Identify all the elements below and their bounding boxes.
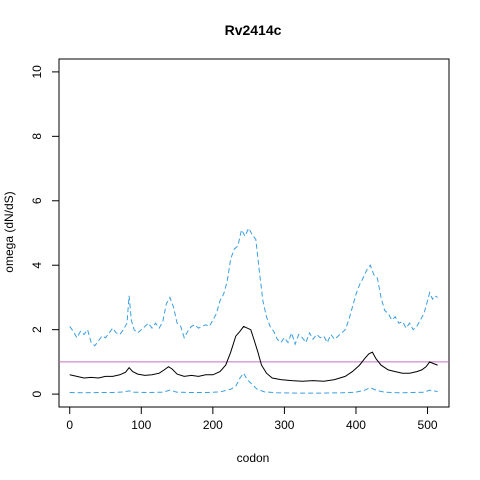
x-tick-label: 0 xyxy=(66,418,73,432)
x-tick-label: 500 xyxy=(418,418,438,432)
y-tick-label: 4 xyxy=(30,262,44,269)
series-line-lower xyxy=(69,372,438,394)
x-axis: 0 100 200 300 400 500 xyxy=(66,406,438,432)
y-axis-label: omega (dN/dS) xyxy=(2,191,16,272)
y-tick-label: 0 xyxy=(30,390,44,397)
y-tick-label: 6 xyxy=(30,197,44,204)
plot-frame xyxy=(58,58,450,408)
chart-title: Rv2414c xyxy=(225,22,282,38)
y-axis: 0 2 4 6 8 10 xyxy=(30,65,60,397)
x-tick-label: 100 xyxy=(131,418,151,432)
series-line-upper xyxy=(69,227,438,347)
y-tick-label: 8 xyxy=(30,133,44,140)
series-layer xyxy=(59,227,449,394)
x-axis-label: codon xyxy=(237,451,270,465)
x-tick-label: 300 xyxy=(274,418,294,432)
series-line-estimate xyxy=(69,325,438,382)
y-tick-label: 10 xyxy=(30,65,44,79)
x-tick-label: 400 xyxy=(346,418,366,432)
x-tick-label: 200 xyxy=(203,418,223,432)
y-tick-label: 2 xyxy=(30,326,44,333)
